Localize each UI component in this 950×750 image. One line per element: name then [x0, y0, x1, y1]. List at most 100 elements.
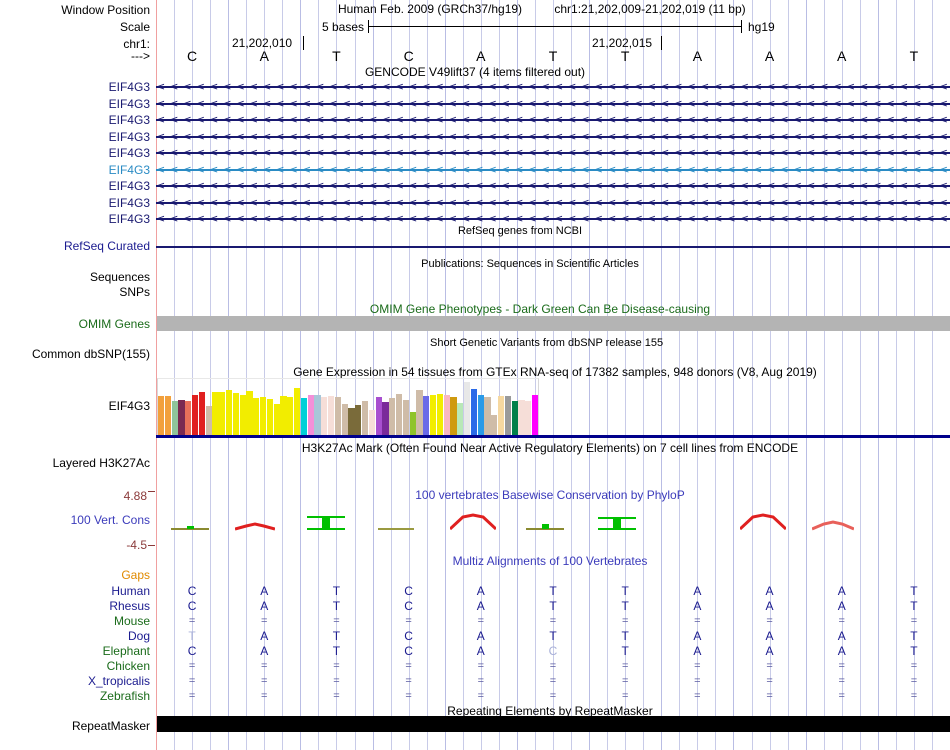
multiz-base-cell: T: [188, 629, 196, 643]
gtex-tissue-bar[interactable]: [341, 403, 348, 436]
gtex-tissue-bar[interactable]: [443, 394, 450, 436]
gtex-tissue-bar[interactable]: [185, 400, 192, 436]
grid-line: [913, 0, 915, 750]
gtex-tissue-bar[interactable]: [178, 399, 185, 436]
gtex-tissue-bar[interactable]: [226, 389, 233, 436]
gtex-tissue-bar[interactable]: [423, 395, 430, 436]
multiz-species-label[interactable]: X_tropicalis: [87, 674, 150, 688]
gtex-tissue-bar[interactable]: [491, 415, 498, 436]
gtex-tissue-bar[interactable]: [300, 397, 308, 436]
gencode-gene-row[interactable]: <<<<<<<<<<<<<<<<<<<<<<<<<<<<<<<<<<<<<<<<…: [156, 113, 950, 127]
gtex-tissue-bar[interactable]: [470, 388, 478, 436]
gtex-tissue-bar[interactable]: [307, 394, 314, 436]
multiz-species-label[interactable]: Human: [111, 584, 150, 598]
gtex-tissue-bar[interactable]: [219, 391, 226, 436]
multiz-base-cell: T: [332, 584, 341, 598]
gtex-tissue-bar[interactable]: [198, 391, 206, 436]
gencode-gene-row[interactable]: <<<<<<<<<<<<<<<<<<<<<<<<<<<<<<<<<<<<<<<<…: [156, 80, 950, 94]
gtex-tissue-bar[interactable]: [328, 395, 335, 436]
gtex-tissue-bar[interactable]: [396, 393, 403, 436]
phylop-left-label: 100 Vert. Cons: [70, 513, 150, 527]
multiz-base-cell: A: [693, 599, 702, 613]
multiz-species-label[interactable]: Dog: [127, 629, 150, 643]
gtex-tissue-bar[interactable]: [334, 396, 342, 436]
gtex-tissue-bar[interactable]: [518, 399, 525, 436]
gtex-tissue-bar[interactable]: [273, 403, 280, 436]
gencode-gene-row[interactable]: <<<<<<<<<<<<<<<<<<<<<<<<<<<<<<<<<<<<<<<<…: [156, 163, 950, 177]
gtex-tissue-bar[interactable]: [287, 396, 294, 436]
multiz-base-cell: C: [404, 584, 413, 598]
gtex-tissue-bar[interactable]: [498, 395, 505, 436]
gencode-gene-label[interactable]: EIF4G3: [108, 179, 150, 193]
multiz-species-label[interactable]: Zebrafish: [99, 689, 150, 703]
gencode-gene-row[interactable]: <<<<<<<<<<<<<<<<<<<<<<<<<<<<<<<<<<<<<<<<…: [156, 130, 950, 144]
omim-gene-bar[interactable]: [157, 316, 950, 331]
gtex-tissue-bar[interactable]: [402, 399, 410, 436]
gtex-tissue-bar[interactable]: [164, 395, 172, 436]
gtex-tissue-bar[interactable]: [280, 395, 287, 436]
gtex-tissue-bar[interactable]: [232, 392, 240, 436]
gtex-tissue-bar[interactable]: [246, 390, 253, 436]
gtex-tissue-bar[interactable]: [436, 393, 444, 436]
multiz-species-label[interactable]: Chicken: [106, 659, 150, 673]
gtex-expression-barchart[interactable]: [157, 378, 539, 436]
gtex-tissue-bar[interactable]: [321, 396, 328, 436]
gtex-tissue-bar[interactable]: [457, 402, 464, 436]
gencode-gene-row[interactable]: <<<<<<<<<<<<<<<<<<<<<<<<<<<<<<<<<<<<<<<<…: [156, 97, 950, 111]
grid-line: [192, 0, 194, 750]
multiz-species-label[interactable]: Rhesus: [109, 599, 150, 613]
gencode-gene-row[interactable]: <<<<<<<<<<<<<<<<<<<<<<<<<<<<<<<<<<<<<<<<…: [156, 212, 950, 226]
gtex-tissue-bar[interactable]: [239, 394, 246, 436]
gtex-tissue-bar[interactable]: [525, 400, 532, 436]
gtex-tissue-bar[interactable]: [314, 394, 321, 436]
gencode-gene-label[interactable]: EIF4G3: [108, 212, 150, 226]
gtex-tissue-bar[interactable]: [362, 400, 369, 436]
gtex-tissue-bar[interactable]: [416, 389, 423, 436]
gtex-tissue-bar[interactable]: [532, 394, 539, 436]
gtex-tissue-bar[interactable]: [192, 394, 199, 436]
gtex-tissue-bar[interactable]: [355, 404, 362, 436]
gtex-tissue-bar[interactable]: [477, 394, 484, 436]
gtex-tissue-bar[interactable]: [484, 396, 491, 436]
gencode-gene-row[interactable]: <<<<<<<<<<<<<<<<<<<<<<<<<<<<<<<<<<<<<<<<…: [156, 179, 950, 193]
gencode-gene-label[interactable]: EIF4G3: [108, 96, 150, 111]
gtex-tissue-bar[interactable]: [504, 395, 512, 436]
grid-line: [228, 0, 230, 750]
gtex-tissue-bar[interactable]: [368, 410, 376, 436]
multiz-species-label[interactable]: Elephant: [102, 644, 150, 658]
gtex-tissue-bar[interactable]: [430, 394, 437, 436]
gtex-tissue-bar[interactable]: [294, 387, 301, 436]
gencode-gene-row[interactable]: <<<<<<<<<<<<<<<<<<<<<<<<<<<<<<<<<<<<<<<<…: [156, 146, 950, 160]
gtex-tissue-bar[interactable]: [260, 396, 267, 436]
gencode-gene-label[interactable]: EIF4G3: [108, 113, 150, 127]
repeatmasker-bar[interactable]: [157, 716, 950, 732]
gencode-gene-label[interactable]: EIF4G3: [108, 146, 150, 160]
gtex-tissue-bar[interactable]: [158, 395, 165, 436]
grid-line: [534, 0, 536, 750]
gtex-left-label: EIF4G3: [108, 399, 150, 413]
multiz-base-cell: A: [476, 599, 485, 613]
gene-body-line: [156, 86, 950, 88]
gtex-tissue-bar[interactable]: [511, 400, 518, 436]
gencode-gene-label[interactable]: EIF4G3: [108, 195, 150, 210]
multiz-gap-cell: =: [838, 660, 845, 672]
gtex-tissue-bar[interactable]: [375, 396, 382, 436]
gtex-tissue-bar[interactable]: [409, 412, 416, 436]
gencode-gene-row[interactable]: <<<<<<<<<<<<<<<<<<<<<<<<<<<<<<<<<<<<<<<<…: [156, 196, 950, 210]
gtex-tissue-bar[interactable]: [382, 401, 389, 436]
multiz-species-label[interactable]: Mouse: [113, 614, 150, 628]
gtex-tissue-bar[interactable]: [205, 405, 212, 436]
gencode-gene-label[interactable]: EIF4G3: [108, 80, 150, 94]
gtex-tissue-bar[interactable]: [389, 397, 396, 436]
gtex-tissue-bar[interactable]: [450, 396, 457, 436]
gtex-tissue-bar[interactable]: [212, 391, 219, 436]
gtex-tissue-bar[interactable]: [464, 381, 471, 436]
multiz-base-cell: T: [910, 584, 918, 598]
gtex-tissue-bar[interactable]: [171, 400, 178, 436]
gtex-tissue-bar[interactable]: [266, 398, 274, 436]
gtex-tissue-bar[interactable]: [348, 407, 355, 436]
gtex-tissue-bar[interactable]: [253, 397, 260, 436]
gencode-gene-label[interactable]: EIF4G3: [108, 129, 150, 144]
gencode-gene-label[interactable]: EIF4G3: [108, 162, 150, 177]
